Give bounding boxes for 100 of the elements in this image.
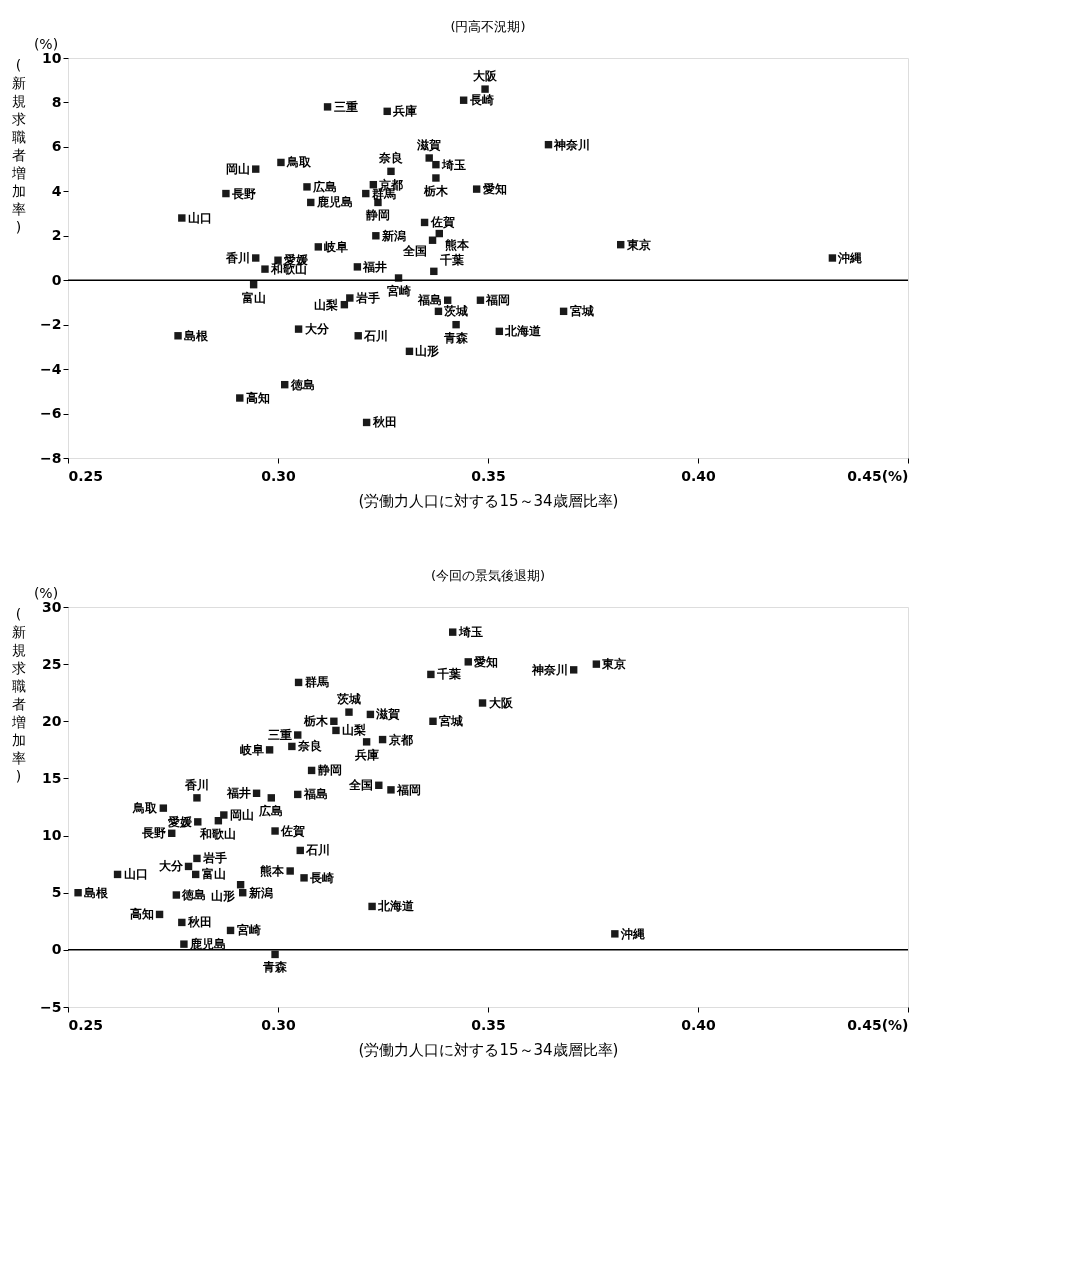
annotation: 神奈川 [530,662,568,677]
annotation: 富山 [241,290,266,305]
annotation: 全国 [401,244,427,259]
annotation: 滋賀 [416,138,442,152]
annotation: 奈良 [296,739,322,754]
annotation: 宮城 [569,304,594,319]
annotation: 三重 [267,728,292,742]
annotation: 山形 [210,888,235,903]
annotation: 宮崎 [236,923,261,938]
annotation: 岩手 [354,291,380,305]
y-tick-label: −6 [40,405,62,422]
annotation: 埼玉 [440,157,466,172]
annotation: 埼玉 [457,625,483,640]
x-axis-title: (労働力人口に対する15～34歳層比率) [358,1040,619,1059]
annotation: 岩手 [201,851,227,866]
annotation: 秋田 [186,915,212,930]
annotation: 福岡 [485,293,511,308]
x-tick-label: 0.25 [68,467,104,484]
y-tick-label: 2 [51,227,62,244]
annotation: 山梨 [341,723,366,738]
annotation: 愛知 [474,654,499,669]
annotation: 三重 [333,99,358,114]
annotation: 栃木 [422,184,449,198]
annotation: 山梨 [314,297,339,312]
x-tick-label: 0.45(%) [847,1016,909,1033]
annotation: 栃木 [302,714,329,729]
annotation: 群馬 [303,675,329,690]
y-tick-label: −5 [40,998,62,1015]
x-tick-label: 0.35 [471,1016,506,1033]
annotation: 宮崎 [386,284,411,298]
annotation: 沖縄 [837,251,863,265]
annotation: 徳島 [181,888,207,902]
annotation: 島根 [184,328,210,343]
annotation: 滋賀 [375,707,401,722]
annotation: 大阪 [473,69,499,84]
x-tick-label: 0.40 [681,1016,717,1033]
annotation: 兵庫 [353,747,379,762]
text: (新規求職者増加率) [11,605,26,784]
annotation: 北海道 [377,899,416,914]
annotation: 秋田 [371,415,397,430]
annotation: 全国 [347,778,373,793]
annotation: 静岡 [364,208,390,223]
annotation: 広島 [258,803,284,818]
annotation: 愛媛 [167,814,192,829]
annotation: 北海道 [504,324,543,339]
annotation: 千葉 [435,667,461,682]
annotation: 高知 [245,391,270,405]
chart-title: (円高不況期) [450,19,526,34]
annotation: 広島 [311,179,337,194]
annotation: 熊本 [445,237,471,252]
y-tick-label: 6 [51,138,62,155]
annotation: 佐賀 [280,824,306,838]
y-tick-label: −4 [40,360,62,377]
annotation: 長野 [230,186,256,201]
annotation: 福岡 [395,782,421,797]
annotation: 福島 [416,293,442,308]
annotation: 兵庫 [392,104,418,119]
annotation: 大分 [158,859,184,874]
annotation: 鹿児島 [315,195,353,210]
annotation: 大分 [304,322,330,337]
annotation: 山口 [187,211,212,225]
annotation: 福島 [302,787,328,802]
annotation: 鳥取 [132,801,159,816]
x-tick-label: 0.30 [261,1016,297,1033]
chart-title: (今回の景気後退期) [430,568,546,583]
annotation: 静岡 [316,763,342,778]
annotation: 香川 [183,777,209,792]
annotation: 島根 [84,885,110,900]
annotation: 奈良 [377,151,403,166]
annotation: 長野 [140,826,166,841]
x-axis-title: (労働力人口に対する15～34歳層比率) [358,491,619,510]
annotation: 高知 [129,907,154,922]
annotation: 茨城 [335,692,361,707]
annotation: 鳥取 [285,155,312,170]
annotation: 東京 [625,237,651,252]
annotation: 神奈川 [553,137,591,152]
annotation: 宮城 [438,714,463,729]
x-tick-label: 0.25 [68,1016,104,1033]
annotation: 石川 [363,328,389,343]
x-tick-label: 0.30 [261,467,297,484]
annotation: 千葉 [438,253,464,268]
annotation: 香川 [224,251,250,265]
annotation: 佐賀 [429,215,455,230]
y-tick-label: 10 [42,827,62,844]
annotation: 福井 [225,786,251,801]
y-tick-label: 8 [51,93,62,110]
annotation: 青森 [443,330,470,345]
x-tick-label: 0.35 [471,467,506,484]
annotation: 愛知 [482,182,507,197]
annotation: 大阪 [488,696,514,710]
annotation: 富山 [201,867,226,882]
annotation: 岡山 [225,162,250,177]
annotation: 沖縄 [619,926,645,941]
y-tick-label: 4 [51,182,62,199]
y-tick-label: −2 [40,316,62,333]
text: (新規求職者増加率) [11,56,26,235]
annotation: 鹿児島 [188,937,226,952]
y-tick-label: 0 [51,271,62,288]
x-tick-label: 0.45(%) [847,467,909,484]
annotation: 山形 [415,344,440,359]
